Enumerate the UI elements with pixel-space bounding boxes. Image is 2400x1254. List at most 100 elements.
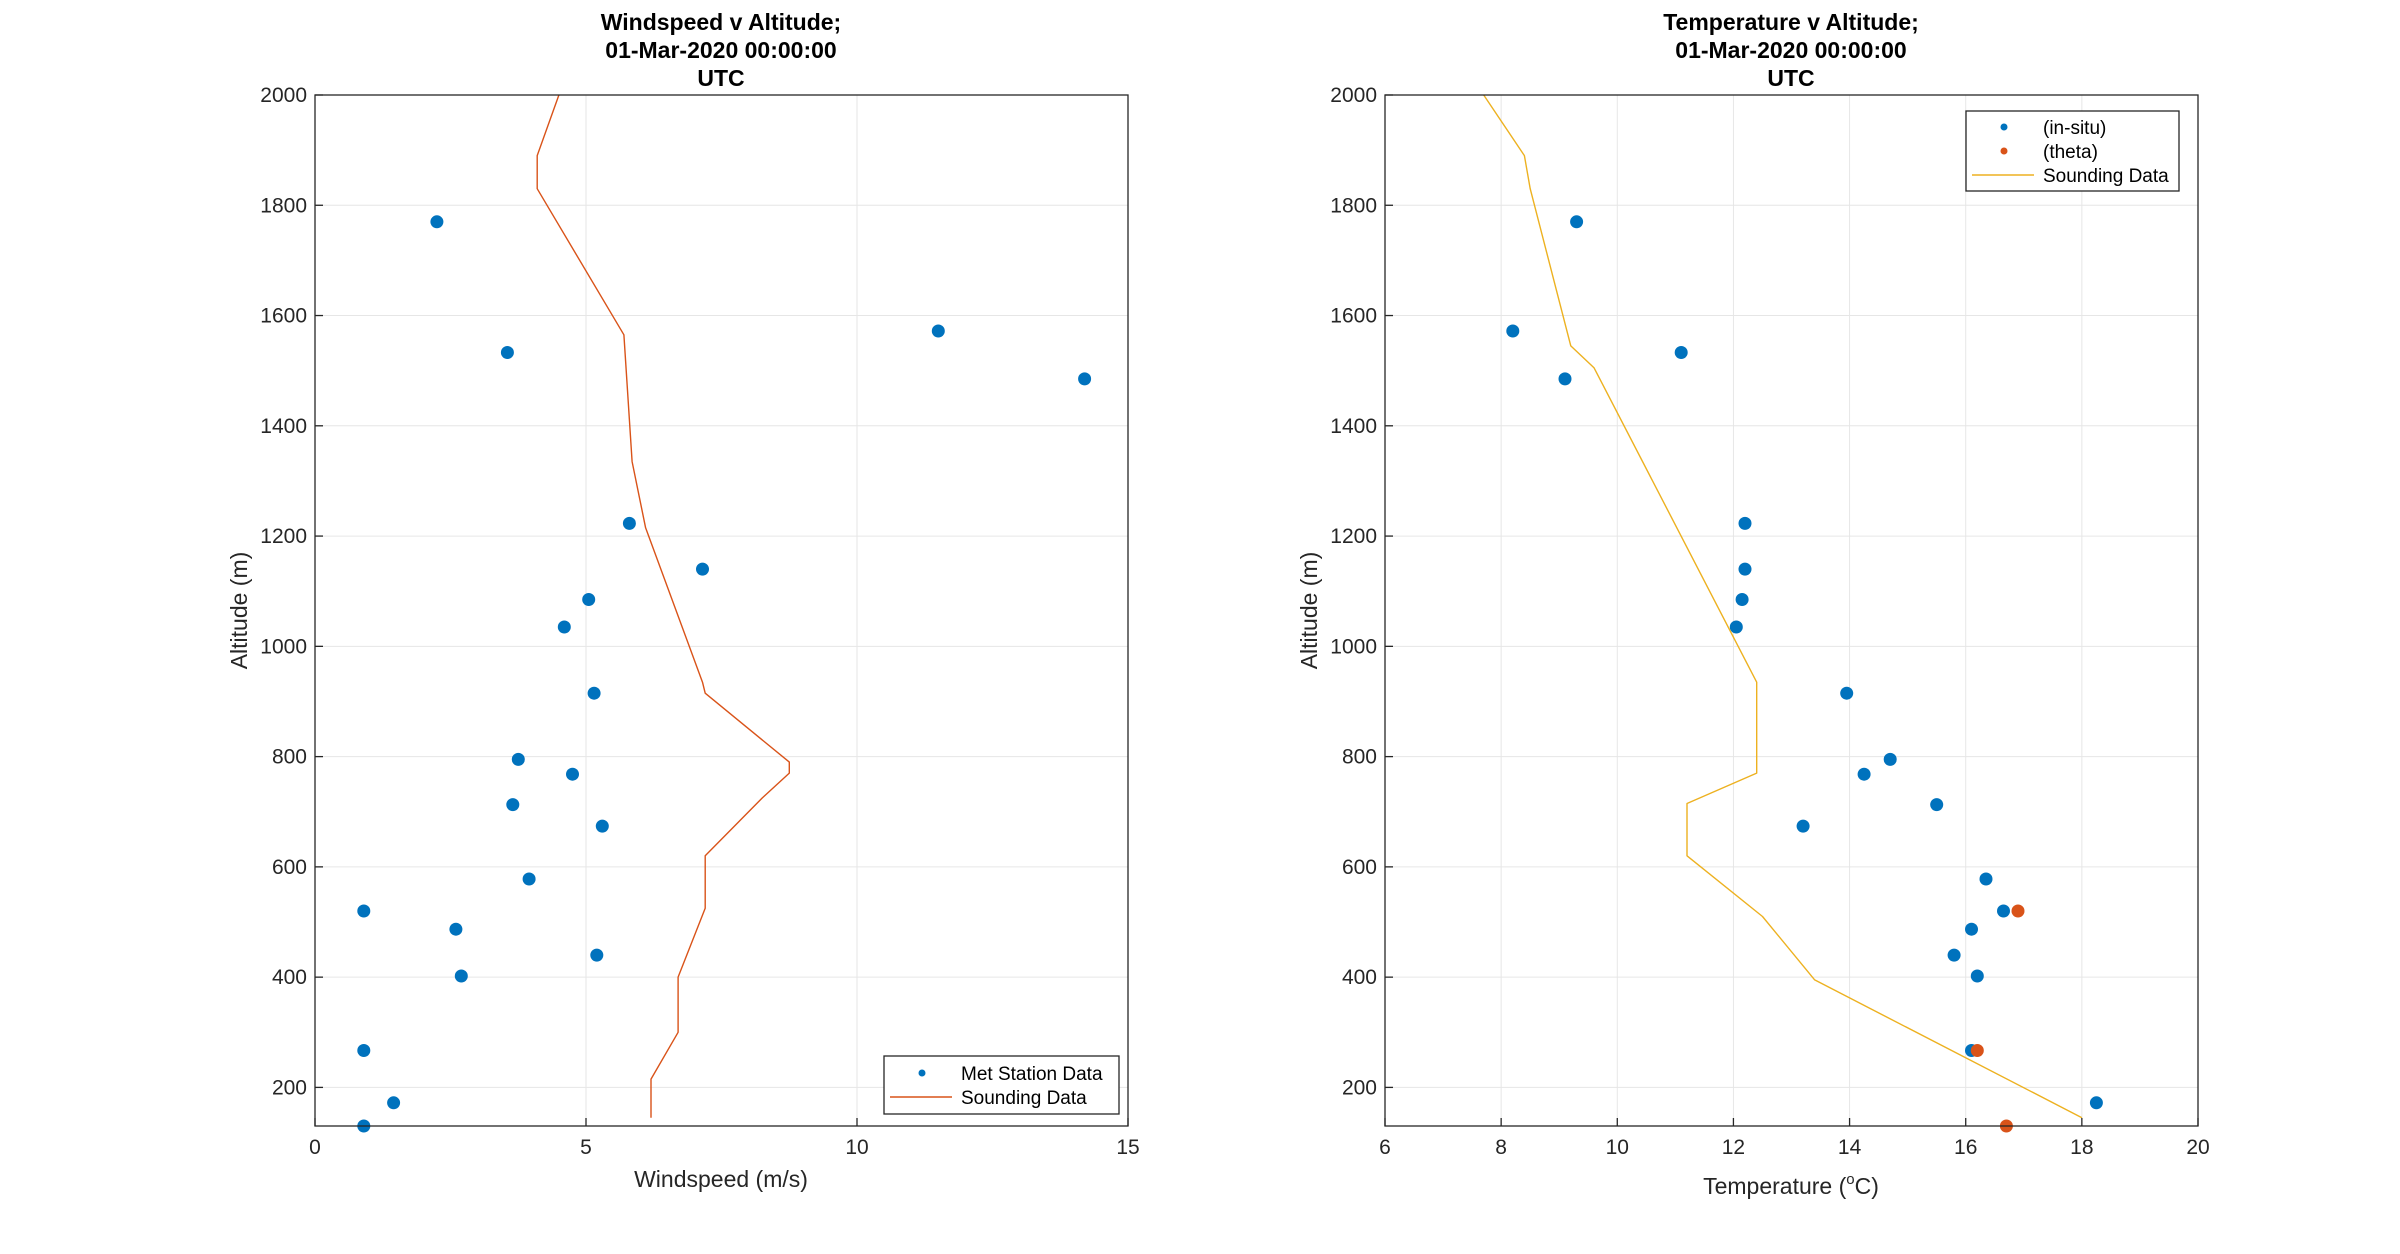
temperature-legend-marker-in-situ (2000, 123, 2008, 131)
temperature-chart: 6 8 10 12 14 16 18 20 200 400 600 800 1000 1200 1400 16… (1296, 9, 2210, 1199)
temperature-point-in-situ (1857, 767, 1871, 781)
windspeed-point-met-station-data (511, 752, 525, 766)
temperature-legend-label-theta: (theta) (2043, 142, 2098, 163)
temperature-y-tick-label: 1600 (1330, 305, 1377, 328)
windspeed-point-met-station-data (454, 969, 468, 983)
temperature-point-in-situ (1796, 819, 1810, 833)
windspeed-point-met-station-data (582, 593, 596, 606)
windspeed-point-met-station-data (931, 324, 945, 338)
windspeed-point-met-station-data (595, 819, 609, 833)
temperature-y-tick-label: 1400 (1330, 415, 1377, 438)
temperature-point-in-situ (1735, 593, 1749, 606)
temperature-title-line-1: Temperature v Altitude; (1663, 9, 1919, 35)
windspeed-chart: 0 5 10 15 200 400 600 800 1000 1200 1400 1600 1800 20… (226, 9, 1140, 1192)
temperature-x-axis-label-end: C) (1855, 1173, 1879, 1199)
temperature-point-in-situ (1883, 752, 1897, 766)
windspeed-title-line-3: UTC (697, 65, 744, 91)
temperature-point-in-situ (1970, 969, 1984, 983)
windspeed-y-tick-label: 1400 (260, 415, 307, 438)
temperature-tick-labels: 6 8 10 12 14 16 18 20 200 400 600 800 1000 1200 1400 16… (1330, 84, 2209, 1159)
temperature-legend-marker-theta (2000, 147, 2008, 155)
temperature-point-in-situ (2089, 1096, 2103, 1110)
windspeed-x-tick-label: 15 (1116, 1136, 1139, 1159)
windspeed-tick-labels: 0 5 10 15 200 400 600 800 1000 1200 1400 1600 1800 20… (260, 84, 1139, 1159)
windspeed-point-met-station-data (557, 620, 571, 634)
temperature-y-tick-label: 1000 (1330, 635, 1377, 658)
temperature-point-in-situ (1738, 516, 1752, 530)
temperature-x-tick-label: 14 (1838, 1136, 1862, 1159)
temperature-y-tick-label: 400 (1342, 966, 1377, 989)
windspeed-y-tick-label: 1800 (260, 194, 307, 217)
temperature-y-axis-label: Altitude (m) (1296, 552, 1322, 670)
windspeed-y-tick-label: 1200 (260, 525, 307, 548)
temperature-x-axis-label: Temperature (oC) (1703, 1171, 1879, 1199)
windspeed-y-tick-label: 1600 (260, 305, 307, 328)
windspeed-title-line-2: 01-Mar-2020 00:00:00 (605, 37, 836, 63)
temperature-point-in-situ (1506, 324, 1520, 338)
temperature-y-tick-label: 1200 (1330, 525, 1377, 548)
temperature-plot-area (1483, 94, 2103, 1133)
temperature-point-theta (1970, 1044, 1984, 1057)
windspeed-point-met-station-data (387, 1096, 401, 1110)
temperature-y-tick-label: 200 (1342, 1076, 1377, 1099)
windspeed-point-met-station-data (506, 798, 520, 812)
windspeed-point-met-station-data (430, 215, 444, 229)
temperature-point-in-situ (1997, 904, 2010, 918)
windspeed-legend: Met Station Data Sounding Data (883, 1055, 1120, 1115)
temperature-point-in-situ (1738, 562, 1752, 576)
windspeed-y-tick-label: 800 (272, 746, 307, 769)
temperature-title-line-2: 01-Mar-2020 00:00:00 (1675, 37, 1906, 63)
temperature-point-theta (2011, 904, 2025, 918)
windspeed-title-line-1: Windspeed v Altitude; (601, 9, 841, 35)
temperature-sounding-line (1483, 94, 2083, 1119)
windspeed-x-tick-label: 0 (309, 1136, 321, 1159)
windspeed-y-tick-label: 600 (272, 856, 307, 879)
temperature-x-axis-label-degree: o (1846, 1171, 1854, 1188)
windspeed-legend-box (883, 1055, 1120, 1115)
temperature-x-tick-label: 12 (1722, 1136, 1745, 1159)
windspeed-legend-label-sounding: Sounding Data (961, 1088, 1087, 1109)
windspeed-point-met-station-data (500, 346, 514, 359)
windspeed-y-tick-label: 1000 (260, 635, 307, 658)
windspeed-point-met-station-data (1078, 372, 1092, 386)
temperature-legend-label-in-situ: (in-situ) (2043, 118, 2106, 139)
windspeed-y-axis-label: Altitude (m) (226, 552, 252, 670)
windspeed-y-tick-label: 2000 (260, 84, 307, 107)
windspeed-point-met-station-data (522, 872, 536, 886)
temperature-point-in-situ (1570, 215, 1584, 229)
windspeed-point-met-station-data (696, 562, 709, 576)
temperature-legend: (in-situ) (theta) Sounding Data (1965, 110, 2180, 192)
temperature-y-tick-label: 2000 (1330, 84, 1377, 107)
temperature-x-tick-label: 10 (1606, 1136, 1629, 1159)
temperature-point-in-situ (1840, 686, 1854, 700)
temperature-x-tick-label: 6 (1379, 1136, 1391, 1159)
temperature-point-in-situ (1947, 948, 1961, 962)
windspeed-point-met-station-data (590, 948, 604, 962)
temperature-x-tick-label: 20 (2186, 1136, 2209, 1159)
windspeed-legend-label-met-station: Met Station Data (961, 1064, 1103, 1085)
windspeed-point-met-station-data (587, 686, 601, 700)
temperature-axes-frame (1384, 94, 2199, 1127)
windspeed-sounding-line (536, 94, 790, 1118)
temperature-y-tick-label: 1800 (1330, 194, 1377, 217)
temperature-point-in-situ (1930, 798, 1944, 812)
windspeed-point-met-station-data (449, 922, 463, 936)
windspeed-x-tick-label: 10 (845, 1136, 868, 1159)
temperature-point-in-situ (1674, 346, 1688, 359)
windspeed-x-axis-label: Windspeed (m/s) (634, 1166, 808, 1192)
temperature-x-tick-label: 18 (2070, 1136, 2093, 1159)
temperature-point-in-situ (1558, 372, 1572, 386)
temperature-point-in-situ (1729, 620, 1743, 634)
windspeed-y-tick-label: 200 (272, 1076, 307, 1099)
temperature-x-tick-label: 8 (1495, 1136, 1507, 1159)
windspeed-axes-frame (314, 94, 1129, 1127)
windspeed-legend-marker-met-station (918, 1069, 926, 1077)
temperature-title-line-3: UTC (1767, 65, 1814, 91)
temperature-point-in-situ (1979, 872, 1993, 886)
windspeed-point-met-station-data (622, 516, 636, 530)
windspeed-point-met-station-data (357, 904, 371, 918)
temperature-point-in-situ (1965, 922, 1978, 936)
windspeed-y-tick-label: 400 (272, 966, 307, 989)
